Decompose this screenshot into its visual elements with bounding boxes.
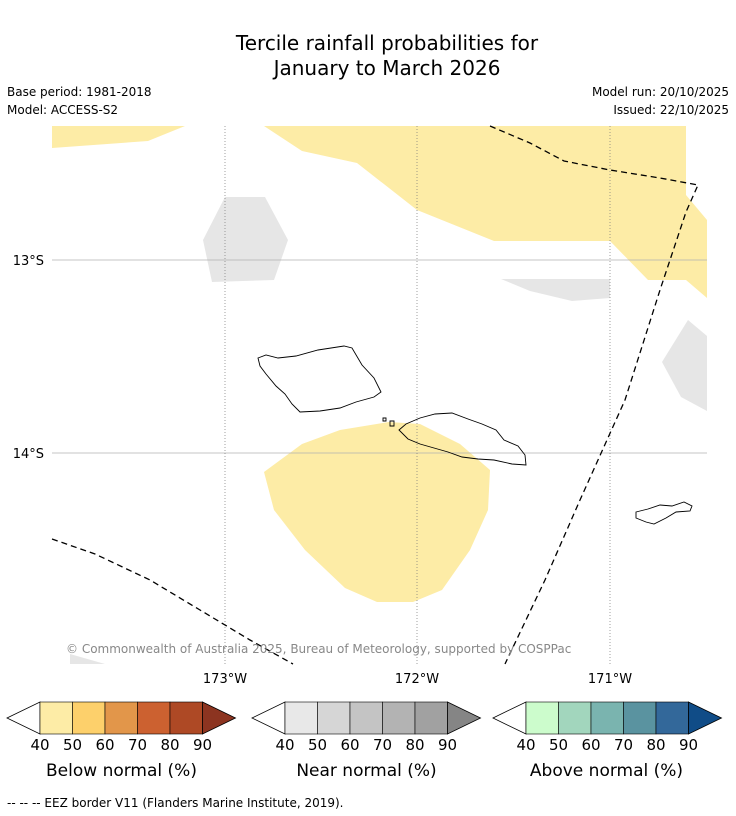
near-tick-50: 50: [308, 736, 327, 754]
above-segment-40: [525, 701, 559, 735]
near-extend-high: [447, 701, 482, 735]
grey-region-north: [203, 197, 288, 282]
apolima-island: [382, 417, 387, 422]
above-tick-60: 60: [581, 736, 600, 754]
below-tick-40: 40: [30, 736, 49, 754]
above-segment-70: [623, 701, 657, 735]
grey-region-bottom-left: [70, 654, 105, 664]
near-tick-40: 40: [275, 736, 294, 754]
lat-label-13s: 13°S: [13, 254, 44, 269]
base-period: Base period: 1981-2018: [7, 85, 152, 99]
below-extend-low: [6, 701, 41, 735]
eez-borders: [51, 125, 699, 665]
near-tick-70: 70: [373, 736, 392, 754]
above-tick-90: 90: [679, 736, 698, 754]
near-segment-50: [317, 701, 351, 735]
colorbar-near-label: Near normal (%): [296, 761, 437, 781]
below-normal-regions: [52, 126, 707, 602]
colorbar-below: 40 50 60 70 80 90: [6, 701, 237, 754]
colorbar-below-label: Below normal (%): [46, 761, 197, 781]
near-segment-80: [414, 701, 448, 735]
model-name: Model: ACCESS-S2: [7, 103, 119, 117]
colorbar-above: 40 50 60 70 80 90: [492, 701, 723, 754]
chart-title: Tercile rainfall probabilities for Janua…: [0, 31, 736, 81]
near-tick-90: 90: [438, 736, 457, 754]
lat-label-14s: 14°S: [13, 447, 44, 462]
upolu-island: [398, 412, 527, 466]
axis-labels: 13°S 14°S 173°W 172°W 171°W: [13, 254, 633, 687]
meta-left: Base period: 1981-2018 Model: ACCESS-S2: [7, 83, 152, 119]
near-extend-low: [251, 701, 286, 735]
copyright-notice: © Commonwealth of Australia 2025, Bureau…: [66, 642, 571, 656]
yellow-region-top-left: [52, 126, 185, 148]
meta-right: Model run: 20/10/2025 Issued: 22/10/2025: [592, 83, 729, 119]
lon-label-173w: 173°W: [203, 672, 247, 687]
yellow-region-south: [264, 422, 490, 602]
tutuila-island: [635, 501, 693, 525]
below-tick-70: 70: [128, 736, 147, 754]
manono-island: [389, 420, 395, 427]
near-segment-40: [284, 701, 318, 735]
issued-date: Issued: 22/10/2025: [613, 103, 729, 117]
above-tick-40: 40: [516, 736, 535, 754]
near-tick-80: 80: [405, 736, 424, 754]
below-tick-90: 90: [193, 736, 212, 754]
above-extend-low: [492, 701, 527, 735]
yellow-region-top-right: [264, 126, 707, 298]
title-line-1: Tercile rainfall probabilities for: [235, 31, 539, 55]
above-tick-70: 70: [614, 736, 633, 754]
grey-region-east-strip: [501, 279, 610, 301]
colorbar-above-label: Above normal (%): [529, 761, 684, 781]
above-extend-high: [688, 701, 723, 735]
above-tick-80: 80: [646, 736, 665, 754]
near-tick-60: 60: [340, 736, 359, 754]
above-segment-50: [558, 701, 592, 735]
eez-legend-note: -- -- -- EEZ border V11 (Flanders Marine…: [7, 796, 344, 810]
below-tick-80: 80: [160, 736, 179, 754]
title-line-2: January to March 2026: [273, 56, 501, 80]
above-segment-60: [590, 701, 624, 735]
savaii-island: [257, 345, 382, 413]
grey-region-far-east: [662, 320, 707, 411]
below-segment-60: [104, 701, 138, 735]
lon-label-172w: 172°W: [395, 672, 439, 687]
near-segment-70: [382, 701, 416, 735]
colorbar-near: 40 50 60 70 80 90: [251, 701, 482, 754]
below-segment-50: [72, 701, 106, 735]
gridlines: [52, 126, 707, 664]
below-tick-60: 60: [95, 736, 114, 754]
below-segment-70: [137, 701, 171, 735]
eez-border-samoa-north: [489, 125, 699, 665]
eez-border-southwest: [51, 538, 294, 665]
model-run: Model run: 20/10/2025: [591, 85, 729, 99]
islands: [257, 345, 693, 525]
below-tick-50: 50: [63, 736, 82, 754]
above-segment-80: [655, 701, 689, 735]
below-segment-80: [169, 701, 203, 735]
above-tick-50: 50: [549, 736, 568, 754]
near-segment-60: [349, 701, 383, 735]
lon-label-171w: 171°W: [588, 672, 632, 687]
near-normal-regions: [70, 197, 707, 664]
below-segment-40: [39, 701, 73, 735]
below-extend-high: [202, 701, 237, 735]
